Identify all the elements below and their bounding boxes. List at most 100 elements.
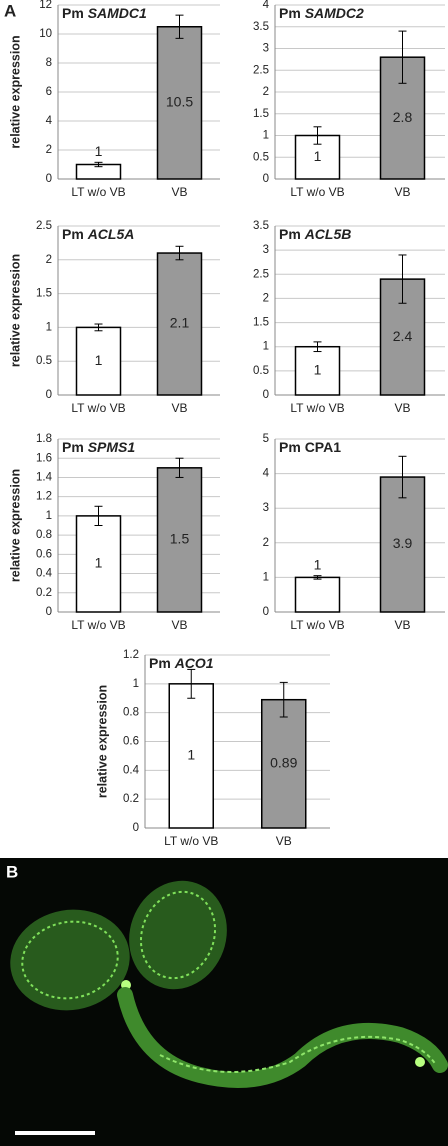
y-axis-label: relative expression (8, 469, 22, 582)
x-tick-label: VB (394, 618, 410, 632)
y-tick-label: 1.4 (36, 471, 53, 483)
y-axis-label: relative expression (8, 35, 22, 148)
error-bar (313, 341, 322, 353)
title-part: Pm (279, 5, 301, 21)
panel-label: A (4, 1, 16, 20)
error-bar (94, 505, 103, 526)
y-tick-label: 1.6 (36, 452, 52, 464)
y-axis-label: relative expression (8, 254, 22, 367)
bar (261, 698, 307, 829)
chart-title: Pm CPA1 (279, 439, 341, 455)
error-bar (94, 161, 103, 168)
y-tick-label: 0.4 (36, 568, 53, 580)
y-tick-label: 0.5 (36, 355, 52, 367)
error-bar (175, 14, 184, 39)
x-tick-label: LT w/o VB (290, 618, 344, 632)
title-part: Pm (279, 226, 301, 242)
chart-title: Pm ACL5A (62, 226, 134, 242)
y-tick-label: 3 (263, 502, 269, 514)
y-tick-label: 8 (46, 57, 52, 69)
title-part: Pm (149, 655, 171, 671)
y-tick-label: 0.2 (36, 587, 52, 599)
error-bar (279, 681, 288, 718)
chart-title: Pm SAMDC1 (62, 5, 147, 21)
y-tick-label: 2.5 (253, 268, 269, 280)
y-tick-label: 0.5 (253, 365, 269, 377)
title-part: Pm (62, 439, 84, 455)
y-tick-label: 0 (263, 389, 269, 401)
x-tick-label: VB (394, 401, 410, 415)
y-tick-label: 2 (263, 292, 269, 304)
y-tick-label: 5 (263, 433, 269, 445)
error-bar (313, 575, 322, 580)
photo (0, 858, 448, 1146)
value-label: 2.4 (393, 328, 413, 344)
y-tick-label: 2 (263, 537, 269, 549)
y-tick-label: 6 (46, 86, 52, 98)
bar (294, 576, 341, 613)
value-label: 1 (95, 555, 103, 571)
title-part: Pm (279, 439, 301, 455)
value-label: 2.1 (170, 315, 190, 331)
y-tick-label: 2 (263, 86, 269, 98)
y-tick-label: 0 (46, 173, 52, 185)
y-tick-label: 4 (263, 468, 270, 480)
y-tick-label: 2.5 (36, 220, 52, 232)
x-tick-label: LT w/o VB (71, 185, 125, 199)
title-part: Pm (62, 226, 84, 242)
value-label: 2.8 (393, 109, 413, 125)
bar (379, 476, 426, 613)
x-tick-label: VB (394, 185, 410, 199)
value-label: 1 (314, 148, 322, 164)
y-tick-label: 1 (46, 510, 52, 522)
y-tick-label: 1.5 (36, 288, 52, 300)
x-tick-label: VB (171, 618, 187, 632)
title-part: SPMS1 (88, 439, 136, 455)
y-tick-label: 0 (46, 389, 52, 401)
y-tick-label: 10 (39, 28, 52, 40)
y-tick-label: 4 (46, 115, 53, 127)
error-bar (398, 455, 407, 499)
y-tick-label: 1.2 (123, 649, 139, 661)
error-bar (175, 245, 184, 261)
y-tick-label: 1 (263, 341, 269, 353)
y-axis-label: relative expression (95, 685, 109, 798)
x-tick-label: LT w/o VB (290, 401, 344, 415)
y-tick-label: 0.5 (253, 151, 269, 163)
y-tick-label: 0.2 (123, 793, 139, 805)
error-bar (187, 668, 196, 699)
value-label: 1 (187, 747, 195, 763)
chart-title: Pm ACO1 (149, 655, 214, 671)
value-label: 1 (314, 556, 322, 572)
y-tick-label: 1.2 (36, 491, 52, 503)
x-tick-label: VB (171, 401, 187, 415)
y-tick-label: 0 (133, 822, 139, 834)
y-tick-label: 1.5 (253, 317, 269, 329)
chart-title: Pm ACL5B (279, 226, 351, 242)
y-tick-label: 0.8 (36, 529, 52, 541)
title-part: SAMDC2 (305, 5, 364, 21)
chart-title: Pm SAMDC2 (279, 5, 364, 21)
error-bar (313, 126, 322, 145)
chart-title: Pm SPMS1 (62, 439, 135, 455)
title-part: ACO1 (174, 655, 214, 671)
bar (168, 683, 214, 829)
y-tick-label: 2 (46, 254, 52, 266)
x-tick-label: VB (276, 834, 292, 848)
y-tick-label: 0.8 (123, 707, 139, 719)
y-tick-label: 0 (263, 606, 269, 618)
y-tick-label: 0 (46, 606, 52, 618)
y-tick-label: 3.5 (253, 220, 269, 232)
bar (294, 345, 341, 396)
x-tick-label: LT w/o VB (71, 401, 125, 415)
bar (156, 26, 203, 180)
y-tick-label: 0.6 (36, 548, 52, 560)
y-tick-label: 0.6 (123, 736, 139, 748)
error-bar (175, 457, 184, 478)
title-part: CPA1 (305, 439, 342, 455)
y-tick-label: 3 (263, 43, 269, 55)
y-tick-label: 0 (263, 173, 269, 185)
y-tick-label: 3 (263, 244, 269, 256)
value-label: 1.5 (170, 531, 190, 547)
